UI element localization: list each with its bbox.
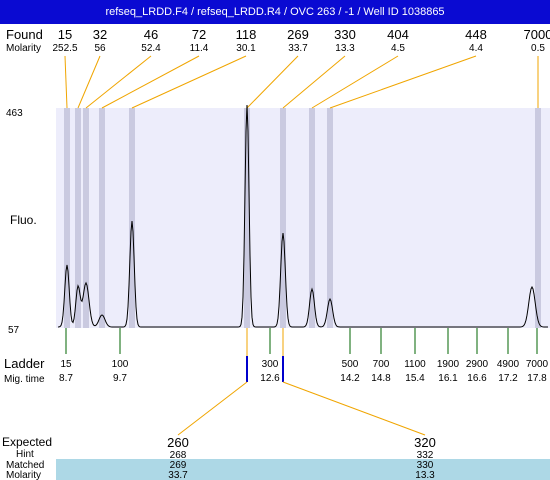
found-molarity-label: 11.4 xyxy=(190,43,209,54)
found-connector xyxy=(311,55,399,109)
found-size-label: 448 xyxy=(465,27,487,42)
fluorescence-trace xyxy=(57,104,548,328)
ladder-time-label: 14.2 xyxy=(340,373,360,384)
ladder-time-label: 17.8 xyxy=(527,373,547,384)
ladder-size-label: 15 xyxy=(60,359,72,370)
found-size-label: 46 xyxy=(144,27,158,42)
found-molarity-label: 56 xyxy=(94,43,106,54)
molarity-value: 33.7 xyxy=(168,470,188,480)
peak-band xyxy=(535,108,541,328)
ladder-time-label: 17.2 xyxy=(498,373,518,384)
ladder-labels: 15 8.7 100 9.7 300 12.6 500 14.2 700 14.8 1100 15.4… xyxy=(59,359,549,384)
matched-value: 269 xyxy=(170,460,187,471)
peak-band xyxy=(64,108,70,328)
ladder-size-label: 1900 xyxy=(437,359,460,370)
title-bar: refseq_LRDD.F4 / refseq_LRDD.R4 / OVC 26… xyxy=(0,0,550,24)
found-molarity-label: 30.1 xyxy=(236,43,256,54)
found-size-label: 330 xyxy=(334,27,356,42)
found-size-label: 7000 xyxy=(524,27,550,42)
expected-value: 320 xyxy=(414,435,436,450)
molarity-bottom-label: Molarity xyxy=(6,470,41,480)
found-molarity-label: 13.3 xyxy=(335,43,355,54)
peak-band xyxy=(309,108,315,328)
ladder-size-label: 1100 xyxy=(404,359,426,370)
y-max-label: 463 xyxy=(6,108,23,119)
matched-label: Matched xyxy=(6,460,44,471)
molarity-value: 13.3 xyxy=(415,470,435,480)
ladder-time-label: 12.6 xyxy=(260,373,280,384)
peak-band xyxy=(75,108,81,328)
peak-band xyxy=(244,108,250,328)
found-molarity-label: 0.5 xyxy=(531,43,545,54)
expected-connector xyxy=(177,381,248,436)
window-title: refseq_LRDD.F4 / refseq_LRDD.R4 / OVC 26… xyxy=(105,6,445,18)
peak-band xyxy=(327,108,333,328)
matched-row-bg xyxy=(56,459,550,480)
found-connector xyxy=(77,55,101,109)
found-connector xyxy=(282,55,346,109)
found-label: Found xyxy=(6,27,43,42)
ladder-size-label: 100 xyxy=(112,359,129,370)
found-connector xyxy=(101,55,200,109)
ladder-ticks xyxy=(65,328,538,354)
found-molarity-label: 33.7 xyxy=(288,43,308,54)
expected-connector xyxy=(282,381,426,436)
mig-time-label: Mig. time xyxy=(4,374,45,385)
ladder-time-label: 14.8 xyxy=(371,373,391,384)
found-size-label: 32 xyxy=(93,27,107,42)
found-connector xyxy=(64,55,68,109)
ladder-time-label: 16.1 xyxy=(438,373,458,384)
peak-bands xyxy=(64,108,541,328)
found-size-label: 72 xyxy=(192,27,206,42)
expected-value: 260 xyxy=(167,435,189,450)
found-size-label: 118 xyxy=(236,27,257,42)
found-molarity-label: 4.5 xyxy=(391,43,405,54)
ladder-size-label: 2900 xyxy=(466,359,489,370)
expected-connector-lines xyxy=(177,328,426,436)
found-connector xyxy=(85,55,152,109)
ladder-time-label: 15.4 xyxy=(405,373,425,384)
ladder-time-label: 16.6 xyxy=(467,373,487,384)
found-connector xyxy=(246,55,299,109)
molarity-label: Molarity xyxy=(6,43,41,54)
peak-band xyxy=(83,108,89,328)
ladder-time-label: 9.7 xyxy=(113,373,127,384)
ladder-size-label: 700 xyxy=(373,359,390,370)
ladder-size-label: 300 xyxy=(262,359,279,370)
matched-value: 330 xyxy=(417,460,434,471)
ladder-size-label: 500 xyxy=(342,359,359,370)
found-size-label: 15 xyxy=(58,27,72,42)
peak-band xyxy=(129,108,135,328)
matched-ticks xyxy=(246,356,284,382)
y-min-label: 57 xyxy=(8,325,20,336)
found-size-label: 269 xyxy=(287,27,309,42)
plot-area xyxy=(56,108,550,328)
peak-band xyxy=(280,108,286,328)
fluo-label: Fluo. xyxy=(10,213,37,227)
hint-value: 332 xyxy=(417,450,434,461)
found-connector-lines xyxy=(64,55,539,109)
found-molarity-label: 252.5 xyxy=(52,43,77,54)
found-size-label: 404 xyxy=(387,27,409,42)
found-molarity-label: 52.4 xyxy=(141,43,161,54)
ladder-size-label: 4900 xyxy=(497,359,520,370)
expected-label: Expected xyxy=(2,435,52,449)
hint-value: 268 xyxy=(170,450,187,461)
found-molarity-label: 4.4 xyxy=(469,43,483,54)
ladder-size-label: 7000 xyxy=(526,359,549,370)
peak-band xyxy=(99,108,105,328)
found-connector xyxy=(131,55,247,109)
ladder-label: Ladder xyxy=(4,356,45,371)
hint-label: Hint xyxy=(16,449,34,460)
found-connector xyxy=(329,55,477,109)
ladder-time-label: 8.7 xyxy=(59,373,73,384)
